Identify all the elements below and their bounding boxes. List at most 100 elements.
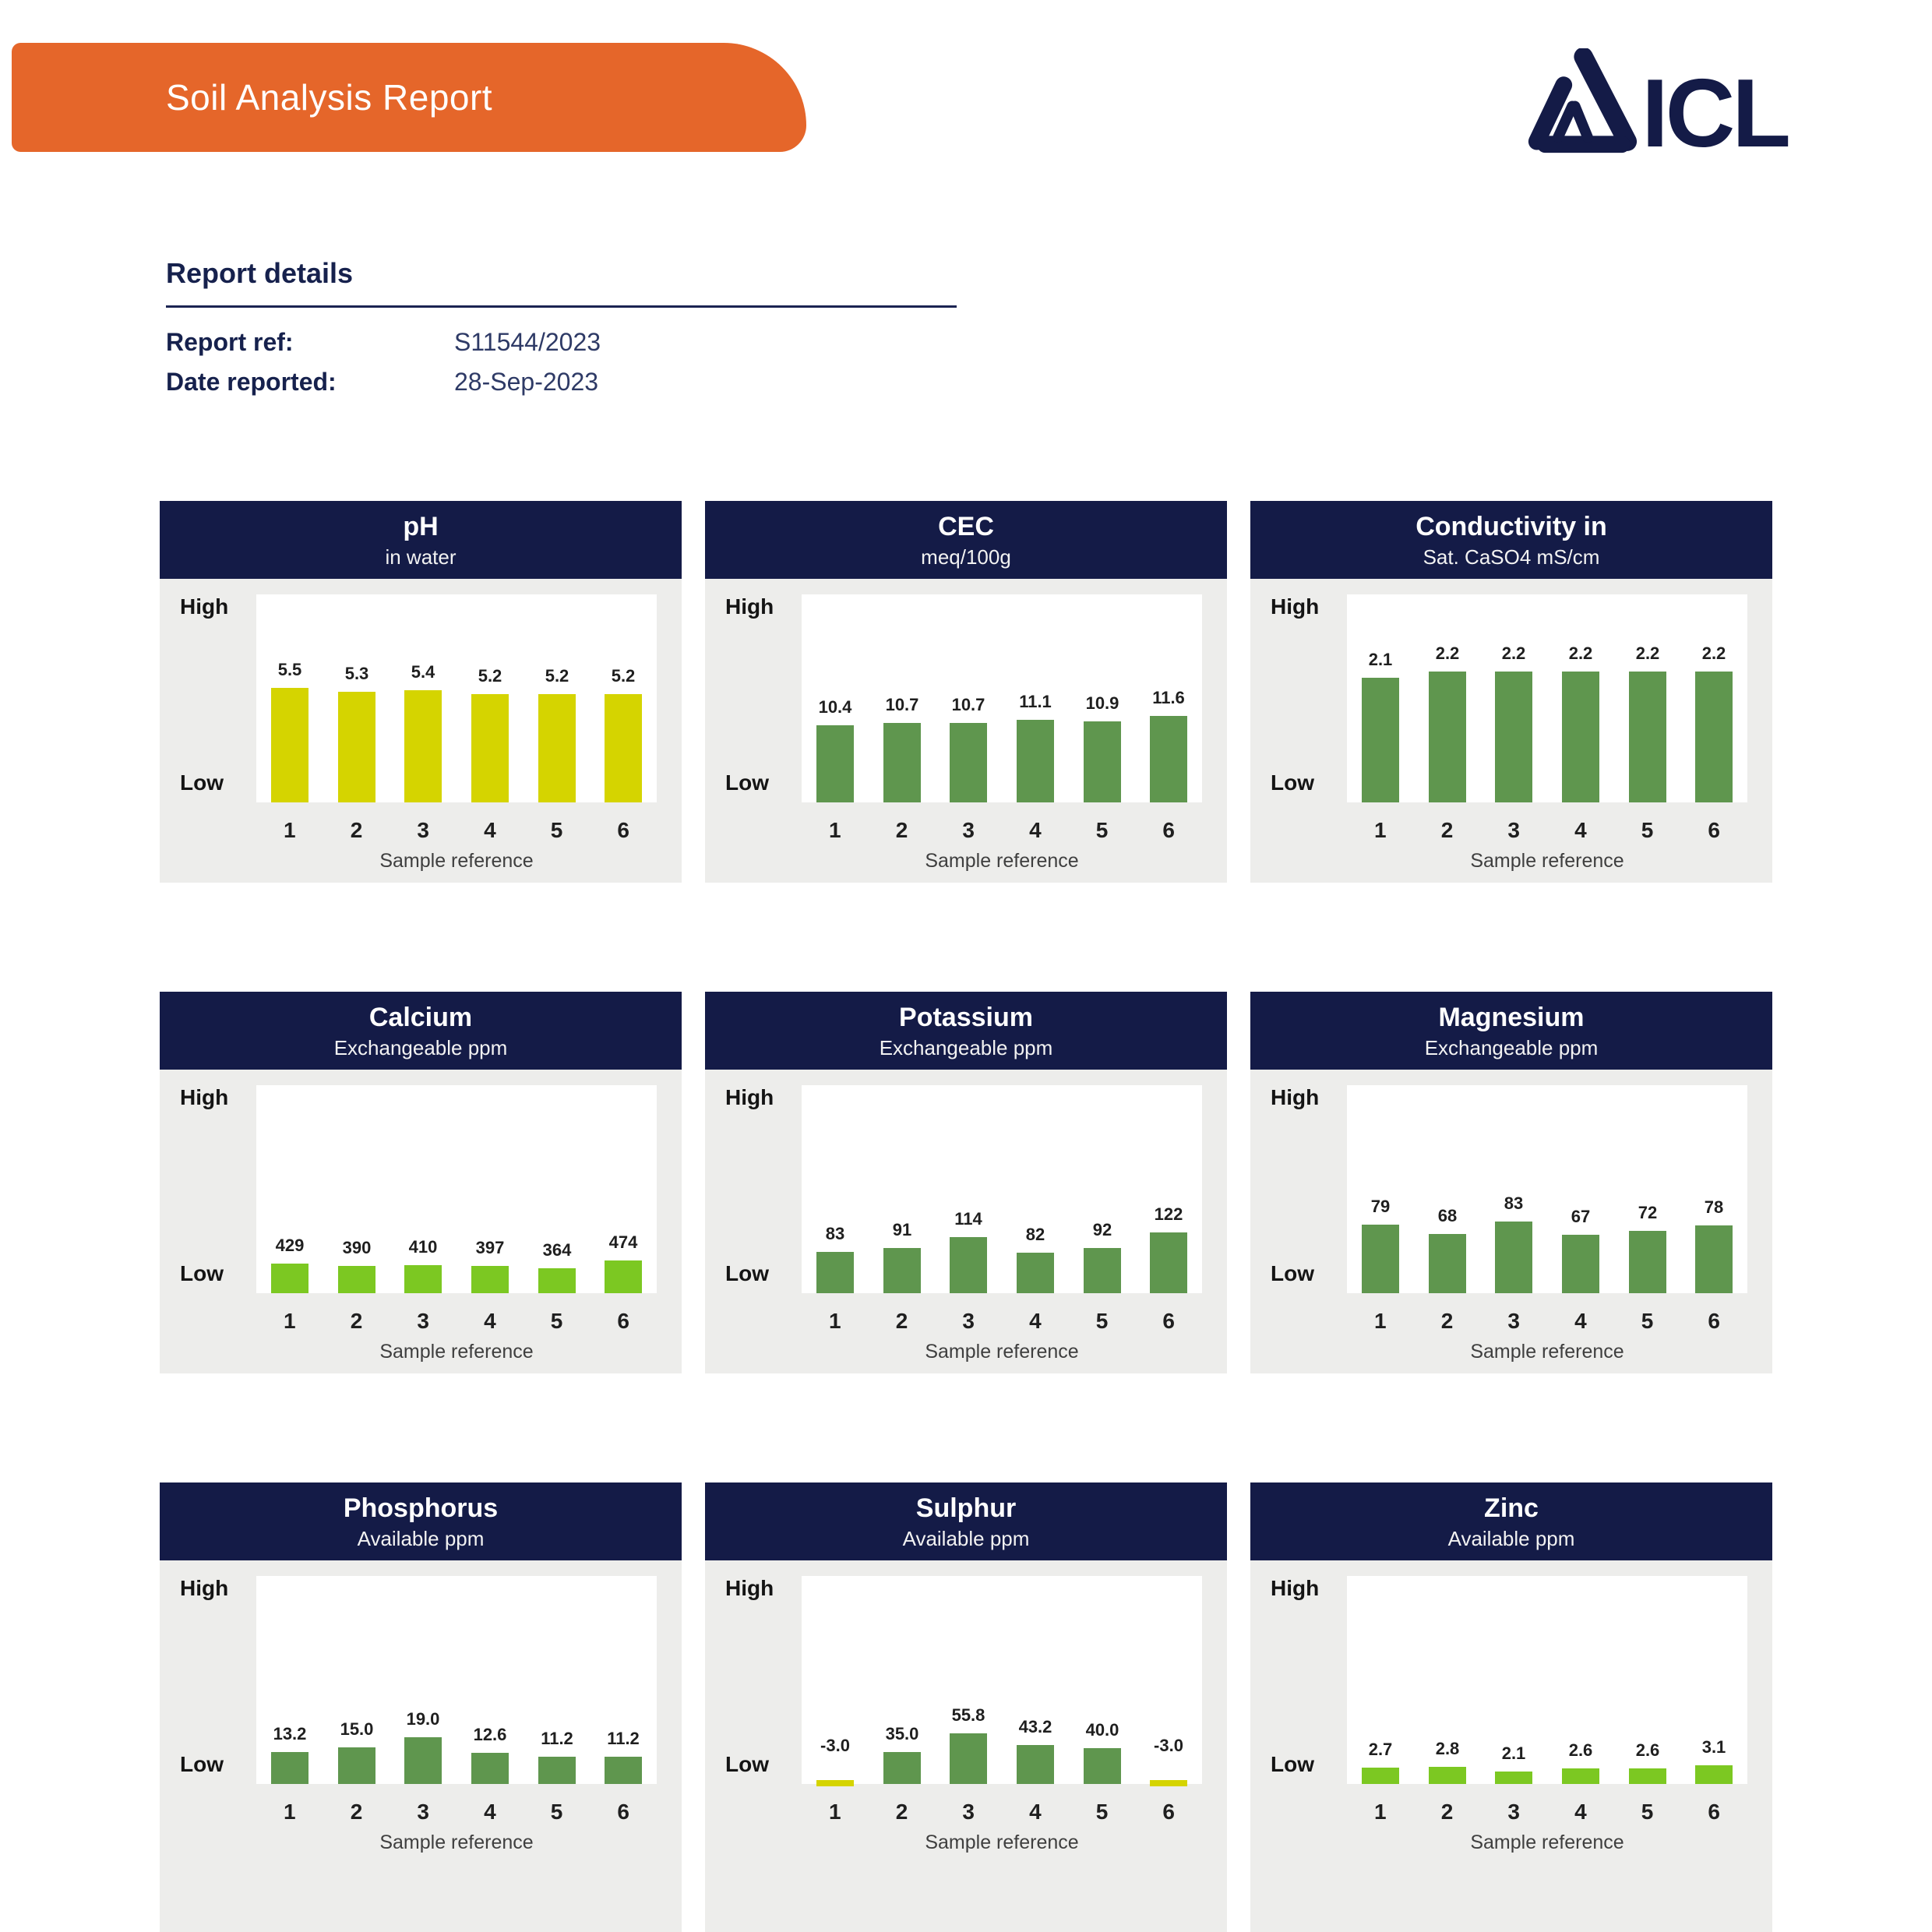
chart-card: pH in water High Low 5.5 5.3 5.4 5.2 5.2 5.2 …: [160, 501, 682, 883]
bar-value-label: 397: [475, 1238, 505, 1257]
chart-subtitle: Available ppm: [902, 1526, 1030, 1550]
chart-body: High Low 79 68 83 67 72 78 1 2 3 4 5 6 Sample refe…: [1250, 1070, 1772, 1373]
bar: [1495, 672, 1532, 802]
x-tick: 2: [1440, 818, 1454, 842]
x-axis-label: Sample reference: [1470, 850, 1624, 872]
y-axis-low-label: Low: [180, 1261, 224, 1285]
x-axis-ticks: 1 2 3 4 5 6: [802, 818, 1202, 843]
x-tick: 5: [1641, 1309, 1654, 1333]
y-axis-low-label: Low: [180, 770, 224, 795]
plot-area: 10.4 10.7 10.7 11.1 10.9 11.6: [802, 594, 1202, 802]
bar-value-label: 2.2: [1568, 643, 1593, 663]
bar: [1150, 716, 1187, 802]
bar: [950, 1237, 987, 1293]
x-tick: 2: [350, 1800, 363, 1824]
bar: [1429, 672, 1466, 802]
x-tick: 2: [350, 1309, 363, 1333]
bar-value-label: 10.7: [951, 695, 985, 714]
report-field-label: Date reported:: [166, 368, 337, 396]
report-fields: Report ref: S11544/2023 Date reported: 28-S…: [166, 328, 957, 397]
bar: [271, 688, 308, 802]
bar-value-label: 83: [1504, 1193, 1524, 1213]
charts-grid: pH in water High Low 5.5 5.3 5.4 5.2 5.2 5.2 …: [160, 501, 1772, 1932]
bar: [1695, 1225, 1733, 1293]
x-tick: 1: [829, 818, 841, 842]
bar: [605, 1260, 642, 1293]
bar-value-label: 390: [342, 1238, 372, 1257]
bar-value-label: 5.2: [478, 666, 502, 686]
bar-value-label: 13.2: [273, 1724, 307, 1743]
y-axis-low-label: Low: [180, 1752, 224, 1776]
x-tick: 3: [417, 1309, 429, 1333]
bar-value-label: -3.0: [1154, 1736, 1183, 1755]
chart-body: High Low 2.1 2.2 2.2 2.2 2.2 2.2 1 2 3 4 5 6 Sampl…: [1250, 579, 1772, 883]
x-tick: 1: [284, 818, 296, 842]
x-tick: 1: [829, 1309, 841, 1333]
x-tick: 2: [895, 1800, 908, 1824]
bar-value-label: 12.6: [473, 1725, 507, 1744]
x-tick: 3: [962, 1800, 975, 1824]
icl-triangle-logo-icon: [1521, 48, 1640, 154]
bar: [538, 1757, 576, 1784]
chart-subtitle: Available ppm: [1447, 1526, 1575, 1550]
y-axis-high-label: High: [180, 594, 229, 619]
y-axis-high-label: High: [1271, 1576, 1320, 1600]
x-axis-ticks: 1 2 3 4 5 6: [256, 1309, 657, 1334]
bar-value-label: 2.1: [1501, 1743, 1526, 1763]
chart-header: Sulphur Available ppm: [705, 1482, 1227, 1560]
bar: [883, 1248, 921, 1293]
x-tick: 3: [962, 818, 975, 842]
bar: [605, 1757, 642, 1784]
x-tick: 1: [829, 1800, 841, 1824]
plot-area: 429 390 410 397 364 474: [256, 1085, 657, 1293]
chart-title: Conductivity in: [1416, 511, 1607, 541]
bar-value-label: 19.0: [406, 1709, 440, 1729]
bar-value-label: 114: [954, 1209, 982, 1229]
bar: [1695, 1765, 1733, 1784]
x-tick: 2: [1440, 1309, 1454, 1333]
x-axis-label: Sample reference: [925, 1341, 1079, 1363]
y-axis-low-label: Low: [1271, 770, 1314, 795]
chart-header: Magnesium Exchangeable ppm: [1250, 992, 1772, 1070]
bar-value-label: 2.7: [1368, 1740, 1393, 1759]
bar: [271, 1752, 308, 1784]
bar-value-label: 2.2: [1501, 643, 1526, 663]
x-tick: 6: [1162, 1309, 1175, 1333]
x-tick: 4: [1574, 818, 1587, 842]
bar-value-label: 55.8: [951, 1705, 985, 1725]
plot-area: 83 91 114 82 92 122: [802, 1085, 1202, 1293]
bar-value-label: 2.2: [1435, 643, 1460, 663]
bar: [1362, 1225, 1399, 1293]
bar-value-label: 78: [1704, 1197, 1724, 1217]
x-axis-ticks: 1 2 3 4 5 6: [1347, 1309, 1747, 1334]
chart-body: High Low 2.7 2.8 2.1 2.6 2.6 3.1 1 2 3 4 5 6 Sampl…: [1250, 1560, 1772, 1932]
x-tick: 4: [1029, 1309, 1042, 1333]
bar: [1562, 1235, 1599, 1293]
x-tick: 4: [1029, 1800, 1042, 1824]
bar-value-label: 43.2: [1018, 1717, 1052, 1736]
x-axis-label: Sample reference: [379, 1341, 534, 1363]
bar: [471, 1753, 509, 1784]
chart-body: High Low 10.4 10.7 10.7 11.1 10.9 11.6 1 2 3 4 5 6…: [705, 579, 1227, 883]
y-axis-high-label: High: [1271, 1085, 1320, 1109]
bar: [950, 1733, 987, 1784]
bar: [1429, 1767, 1466, 1784]
chart-title: Sulphur: [915, 1493, 1017, 1523]
bar: [1017, 720, 1054, 802]
chart-title: pH: [403, 511, 439, 541]
plot-area: 13.2 15.0 19.0 12.6 11.2 11.2: [256, 1576, 657, 1784]
chart-title: Magnesium: [1438, 1002, 1585, 1032]
report-field-value: 28-Sep-2023: [454, 368, 599, 396]
x-tick: 6: [1162, 818, 1175, 842]
bar-value-label: 67: [1571, 1207, 1591, 1226]
bar: [1629, 1768, 1666, 1784]
bar: [338, 1747, 375, 1784]
x-tick: 1: [1374, 1309, 1387, 1333]
x-tick: 5: [1641, 1800, 1654, 1824]
bar: [950, 723, 987, 802]
y-axis-low-label: Low: [1271, 1261, 1314, 1285]
bar-value-label: 10.9: [1085, 693, 1119, 713]
page-title: Soil Analysis Report: [166, 77, 493, 118]
bar-value-label: 5.3: [344, 664, 369, 683]
chart-title: Calcium: [368, 1002, 473, 1032]
